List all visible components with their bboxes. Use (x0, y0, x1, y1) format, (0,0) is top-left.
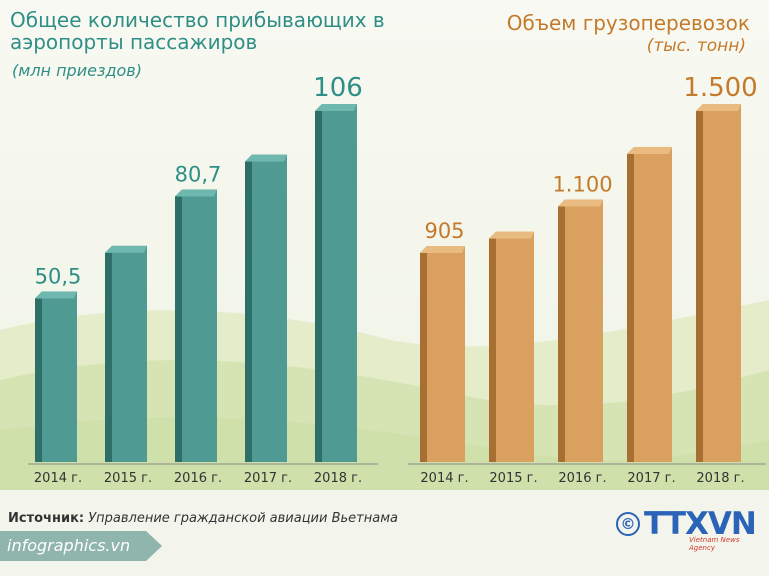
cargo-bar (634, 146, 672, 462)
cargo-category-label: 2017 г. (627, 471, 675, 486)
cargo-bar (496, 231, 534, 462)
passenger-bar-top (35, 291, 77, 299)
copyright-icon: © (616, 512, 640, 536)
passenger-category-label: 2018 г. (314, 471, 362, 486)
cargo-bar-top (420, 246, 465, 254)
passenger-bar-top (245, 154, 287, 162)
left-chart-title: Общее количество прибывающих в аэропорты… (10, 8, 385, 55)
cargo-bar-side (558, 199, 565, 462)
passenger-bar-side (245, 154, 252, 462)
cargo-bar (427, 246, 465, 462)
cargo-category-label: 2018 г. (696, 471, 744, 486)
cargo-bar (565, 199, 603, 462)
cargo-bar-side (420, 246, 427, 462)
site-ribbon (0, 531, 162, 561)
passenger-bar-side (315, 104, 322, 462)
passenger-bar (112, 245, 147, 462)
cargo-data-label: 1.100 (552, 172, 612, 196)
cargo-bar-side (489, 231, 496, 462)
cargo-bar-top (489, 231, 534, 239)
source-label: Источник: (8, 511, 85, 526)
cargo-bar-side (627, 146, 634, 462)
right-chart-subtitle: (тыс. тонн) (646, 36, 746, 56)
passenger-bar (182, 189, 217, 462)
source-note: Источник: Управление гражданской авиации… (8, 511, 398, 526)
passenger-bar-top (315, 104, 357, 111)
cargo-data-label: 905 (424, 219, 464, 243)
passenger-bar-side (35, 291, 42, 462)
passenger-bar (42, 291, 77, 462)
passenger-category-label: 2014 г. (34, 471, 82, 486)
passenger-bar (322, 104, 357, 462)
ttxvn-logo: © TTXVN Vietnam News Agency (614, 506, 757, 552)
passenger-data-label: 106 (313, 73, 363, 103)
passenger-bar-top (175, 189, 217, 197)
logo-tagline: Vietnam News Agency (689, 536, 740, 552)
cargo-bar-top (558, 199, 603, 207)
passenger-category-label: 2016 г. (174, 471, 222, 486)
right-chart-title: Объем грузоперевозок (506, 11, 750, 35)
cargo-category-label: 2014 г. (420, 471, 468, 486)
left-chart-subtitle: (млн приездов) (12, 61, 142, 80)
passenger-bar (252, 154, 287, 462)
source-text: Управление гражданской авиации Вьетнама (88, 511, 398, 526)
cargo-bar-side (696, 104, 703, 462)
cargo-data-label: 1.500 (683, 73, 757, 103)
passenger-data-label: 80,7 (175, 162, 222, 186)
passenger-bar-side (105, 245, 112, 462)
site-link[interactable]: infographics.vn (7, 536, 131, 555)
passenger-bar-top (105, 245, 147, 253)
cargo-category-label: 2015 г. (489, 471, 537, 486)
cargo-bar-top (696, 104, 741, 111)
passenger-category-label: 2017 г. (244, 471, 292, 486)
cargo-bar (703, 104, 741, 462)
passenger-bar-side (175, 189, 182, 462)
passenger-category-label: 2015 г. (104, 471, 152, 486)
cargo-bar-top (627, 146, 672, 154)
passenger-data-label: 50,5 (35, 264, 82, 288)
cargo-category-label: 2016 г. (558, 471, 606, 486)
logo-brand: TTXVN (644, 506, 757, 542)
